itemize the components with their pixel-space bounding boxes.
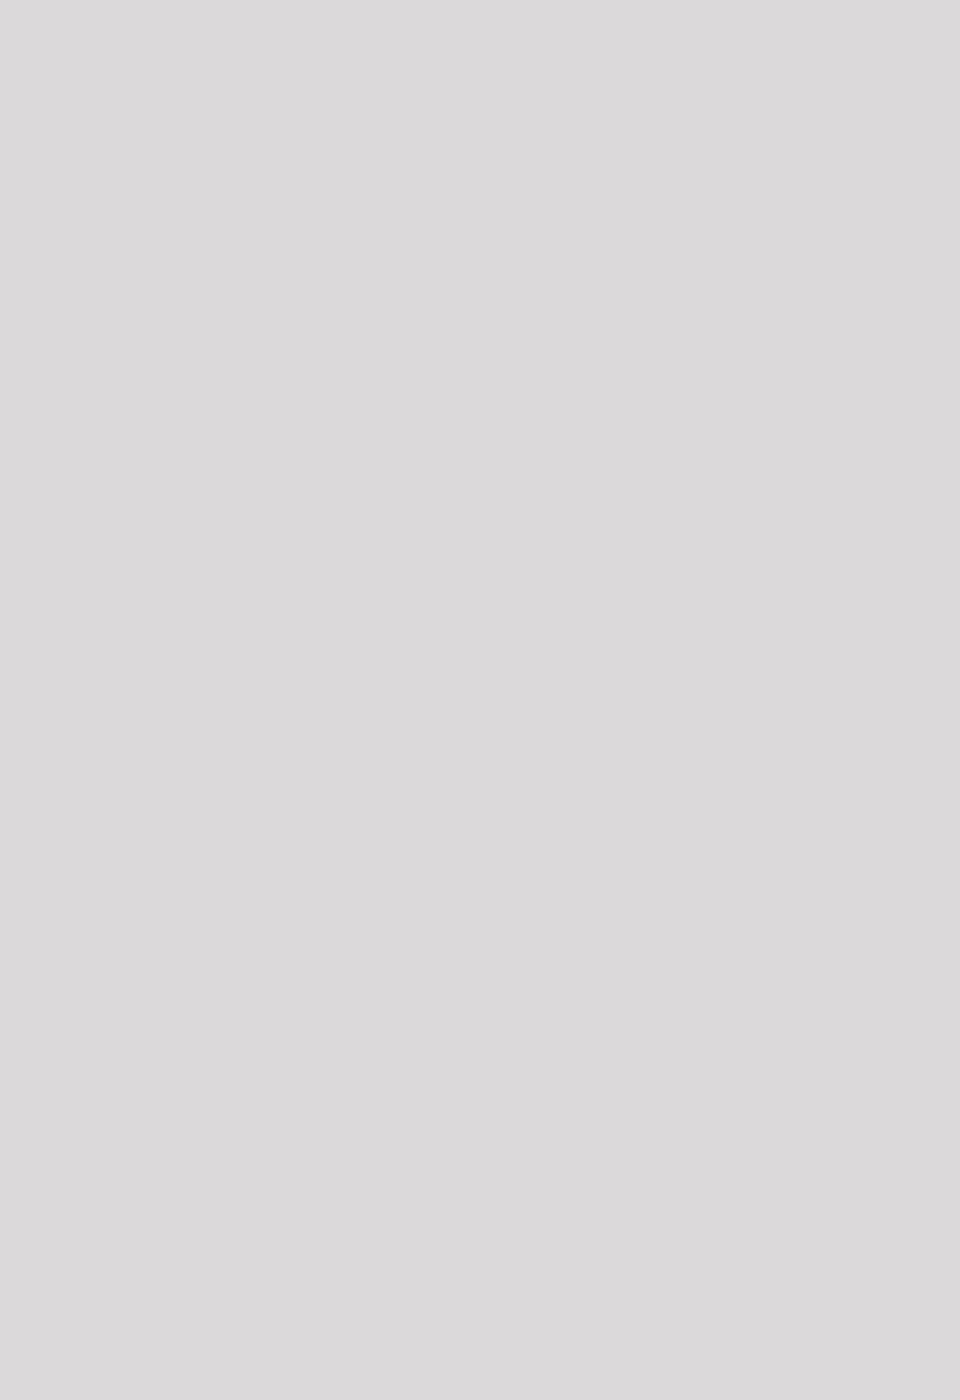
template-preview-board xyxy=(0,0,960,1400)
